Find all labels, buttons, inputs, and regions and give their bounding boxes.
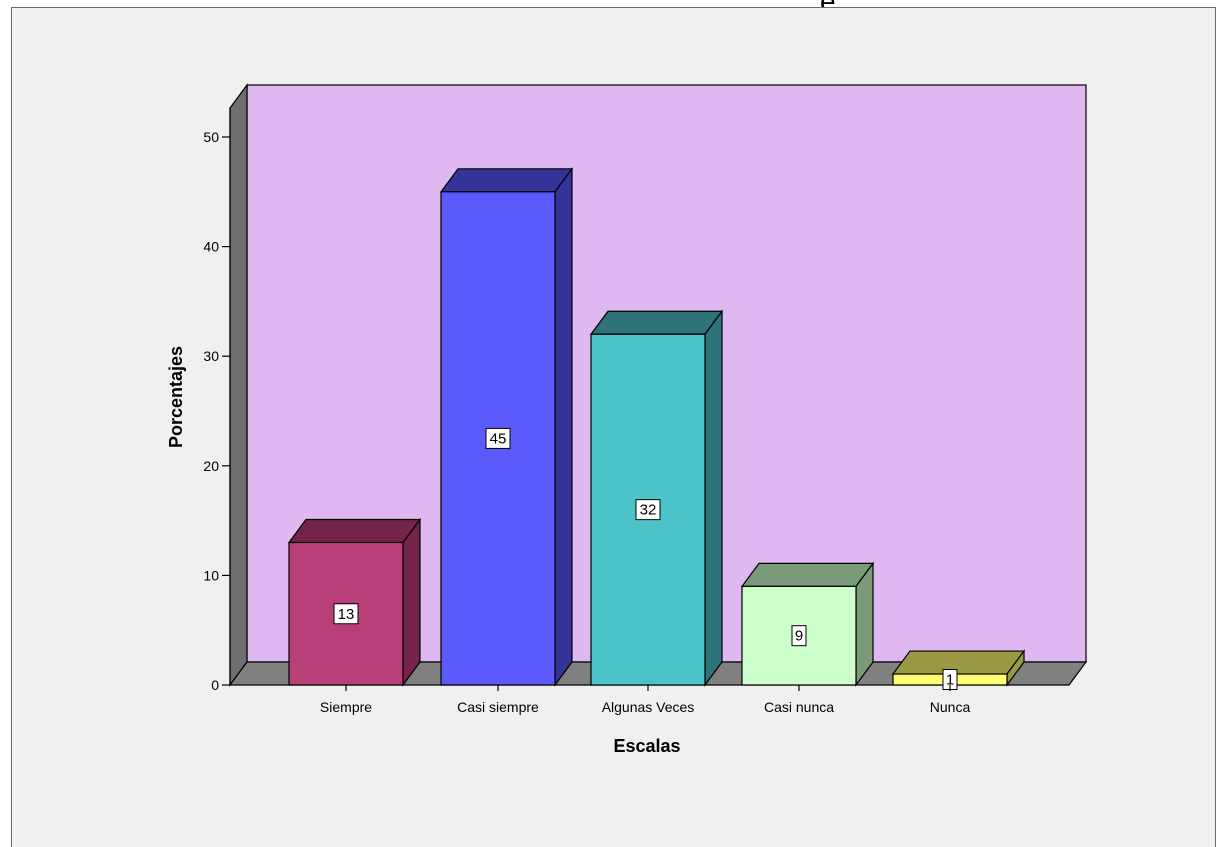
x-axis-title: Escalas (613, 736, 680, 756)
y-axis: 0 10 20 30 40 50 (203, 108, 231, 693)
y-axis-title: Porcentajes (166, 346, 186, 448)
y-tick-label: 20 (203, 458, 219, 474)
y-tick-label: 30 (203, 348, 219, 364)
data-label: 45 (490, 430, 507, 447)
category-labels: Siempre Casi siempre Algunas Veces Casi nun… (320, 685, 971, 715)
data-label-box (333, 603, 359, 625)
bar-side (554, 166, 573, 687)
x-tick-label: Casi siempre (457, 699, 539, 715)
bar-top (891, 650, 1026, 675)
data-label: 9 (795, 628, 803, 645)
data-label-box (791, 625, 807, 647)
bar-top (439, 168, 574, 193)
y-tick-label: 0 (211, 677, 219, 693)
y-tick-label: 10 (203, 567, 219, 583)
bar-top (740, 562, 875, 587)
data-label: 32 (640, 502, 657, 519)
data-label-box (635, 499, 661, 521)
x-tick-label: Casi nunca (764, 699, 834, 715)
bar-side (402, 517, 421, 687)
bar-chart: 0 10 20 30 40 50 13 45 32 9 1 Siempre Casi siempre… (166, 83, 1088, 756)
x-tick-label: Siempre (320, 699, 372, 715)
y-tick-label: 50 (203, 129, 219, 145)
data-label: 1 (946, 672, 954, 689)
bar-side (704, 309, 723, 687)
data-label-box (485, 427, 511, 449)
y-tick-label: 40 (203, 239, 219, 255)
bar-top (589, 310, 724, 335)
data-label: 13 (338, 606, 355, 623)
bars: 13 45 32 9 1 (287, 166, 1026, 691)
x-tick-label: Algunas Veces (602, 699, 695, 715)
bar-top (287, 518, 422, 544)
chart-frame: 0 10 20 30 40 50 13 45 32 9 1 Siempre Casi siempre… (11, 7, 1216, 847)
x-tick-label: Nunca (930, 699, 971, 715)
plot-side-wall (229, 83, 248, 687)
